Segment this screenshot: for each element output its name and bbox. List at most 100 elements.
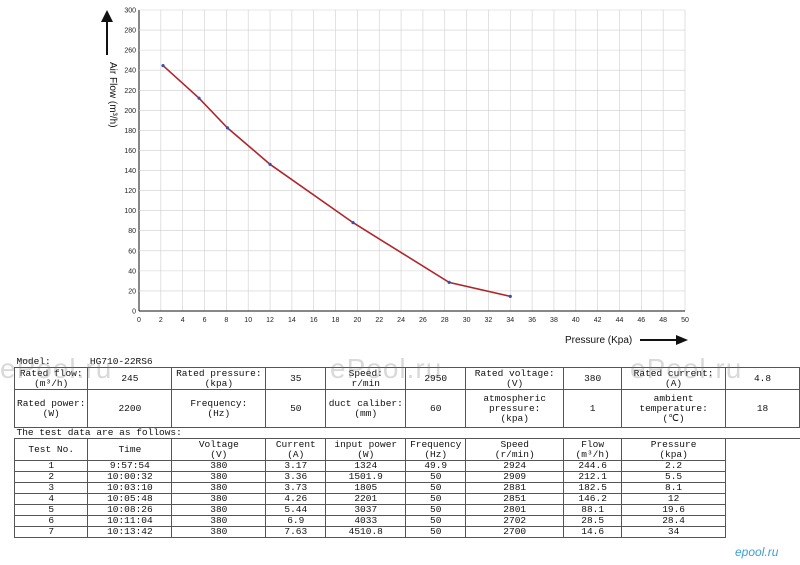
cell-flow: 182.5 <box>563 482 623 494</box>
data-point <box>197 96 201 100</box>
test-row: 6 10:11:04 380 6.9 4033 50 2702 28.5 28.4 <box>13 515 800 527</box>
cell-current: 5.44 <box>265 504 327 516</box>
x-tick-label: 0 <box>137 317 141 324</box>
x-tick-label: 20 <box>354 317 362 324</box>
cell-voltage: 380 <box>171 460 267 472</box>
cell-frequency: 50 <box>405 493 467 505</box>
x-tick-label: 12 <box>266 317 274 324</box>
x-axis-arrowhead-icon <box>676 335 688 345</box>
ambient-temperature-label: ambient temperature: (℃) <box>621 389 727 428</box>
watermark: ePool.ru <box>630 353 743 384</box>
y-axis-title: Air Flow (m³/h) <box>107 62 118 128</box>
cell-time: 9:57:54 <box>87 460 173 472</box>
y-tick-label: 280 <box>124 28 136 35</box>
y-tick-label: 160 <box>124 148 136 155</box>
cell-input-power: 3037 <box>325 504 407 516</box>
cell-voltage: 380 <box>171 504 267 516</box>
model-value: HG710-22RS6 <box>89 356 153 367</box>
cell-current: 3.17 <box>265 460 327 472</box>
x-tick-label: 18 <box>332 317 340 324</box>
x-tick-label: 50 <box>681 317 689 324</box>
x-tick-label: 6 <box>203 317 207 324</box>
y-axis-title-group: Air Flow (m³/h) <box>101 10 118 128</box>
chart-grid <box>138 9 686 312</box>
cell-speed: 2851 <box>465 493 565 505</box>
cell-frequency: 50 <box>405 515 467 527</box>
duct-caliber-label: duct caliber: (mm) <box>325 389 407 428</box>
cell-pressure: 28.4 <box>621 515 727 527</box>
x-tick-label: 46 <box>637 317 645 324</box>
test-row: 2 10:00:32 380 3.36 1501.9 50 2909 212.1 5.5 <box>13 471 800 483</box>
y-axis-arrowhead-icon <box>101 10 113 22</box>
cell-flow: 88.1 <box>563 504 623 516</box>
x-tick-label: 2 <box>159 317 163 324</box>
y-tick-label: 0 <box>132 309 136 316</box>
cell-voltage: 380 <box>171 526 267 538</box>
rated-pressure-label: Rated pressure: (kpa) <box>171 367 267 390</box>
cell-test-no: 7 <box>13 526 89 538</box>
cell-pressure: 19.6 <box>621 504 727 516</box>
cell-speed: 2881 <box>465 482 565 494</box>
atmospheric-pressure-label: atmospheric pressure: (kpa) <box>465 389 565 428</box>
cell-flow: 212.1 <box>563 471 623 483</box>
y-tick-label: 40 <box>128 268 136 275</box>
test-row: 3 10:03:10 380 3.73 1805 50 2881 182.5 8.1 <box>13 482 800 494</box>
cell-test-no: 4 <box>13 493 89 505</box>
x-axis-title-group: Pressure (Kpa) <box>565 335 688 346</box>
cell-time: 10:13:42 <box>87 526 173 538</box>
cell-flow: 28.5 <box>563 515 623 527</box>
cell-input-power: 2201 <box>325 493 407 505</box>
cell-current: 7.63 <box>265 526 327 538</box>
cell-speed: 2924 <box>465 460 565 472</box>
header-frequency: Frequency (Hz) <box>405 438 467 461</box>
frequency-label: Frequency: (Hz) <box>171 389 267 428</box>
rated-voltage-value: 380 <box>563 367 623 390</box>
test-row: 5 10:08:26 380 5.44 3037 50 2801 88.1 19.6 <box>13 504 800 516</box>
cell-frequency: 49.9 <box>405 460 467 472</box>
x-tick-label: 28 <box>441 317 449 324</box>
cell-pressure: 5.5 <box>621 471 727 483</box>
x-tick-label: 42 <box>594 317 602 324</box>
header-test-no: Test No. <box>13 438 89 461</box>
y-tick-label: 240 <box>124 68 136 75</box>
rated-pressure-value: 35 <box>265 367 327 390</box>
cell-voltage: 380 <box>171 493 267 505</box>
cell-frequency: 50 <box>405 471 467 483</box>
x-tick-label: 16 <box>310 317 318 324</box>
y-tick-label: 220 <box>124 88 136 95</box>
y-tick-label: 300 <box>124 8 136 15</box>
cell-current: 3.73 <box>265 482 327 494</box>
cell-input-power: 1501.9 <box>325 471 407 483</box>
atmospheric-pressure-value: 1 <box>563 389 623 428</box>
y-tick-label: 200 <box>124 108 136 115</box>
test-row: 7 10:13:42 380 7.63 4510.8 50 2700 14.6 34 <box>13 526 800 538</box>
header-current: Current (A) <box>265 438 327 461</box>
data-point <box>225 126 230 130</box>
chart-series <box>161 63 512 298</box>
cell-frequency: 50 <box>405 482 467 494</box>
x-tick-label: 34 <box>506 317 514 324</box>
header-input-power: input power (W) <box>325 438 407 461</box>
cell-input-power: 1805 <box>325 482 407 494</box>
x-tick-label: 22 <box>375 317 383 324</box>
cell-pressure: 2.2 <box>621 460 727 472</box>
cell-time: 10:11:04 <box>87 515 173 527</box>
flow-series-line <box>162 64 511 298</box>
x-tick-label: 48 <box>659 317 667 324</box>
cell-input-power: 4033 <box>325 515 407 527</box>
cell-voltage: 380 <box>171 482 267 494</box>
cell-speed: 2702 <box>465 515 565 527</box>
cell-test-no: 1 <box>13 460 89 472</box>
airflow-pressure-chart: 0 2 4 6 8 10 12 14 16 18 20 22 24 26 28 30 32 34 36 38 40 42 4… <box>101 8 689 346</box>
y-tick-label: 120 <box>124 188 136 195</box>
test-report-table: Model: HG710-22RS6 Rated flow: (m³/h) 24… <box>13 357 800 538</box>
model-row: Model: HG710-22RS6 <box>15 357 800 368</box>
cell-voltage: 380 <box>171 471 267 483</box>
data-point <box>447 280 451 285</box>
cell-pressure: 12 <box>621 493 727 505</box>
cell-input-power: 1324 <box>325 460 407 472</box>
header-flow: Flow (m³/h) <box>563 438 623 461</box>
header-voltage: Voltage (V) <box>171 438 267 461</box>
x-tick-label: 14 <box>288 317 296 324</box>
data-point <box>161 63 165 68</box>
